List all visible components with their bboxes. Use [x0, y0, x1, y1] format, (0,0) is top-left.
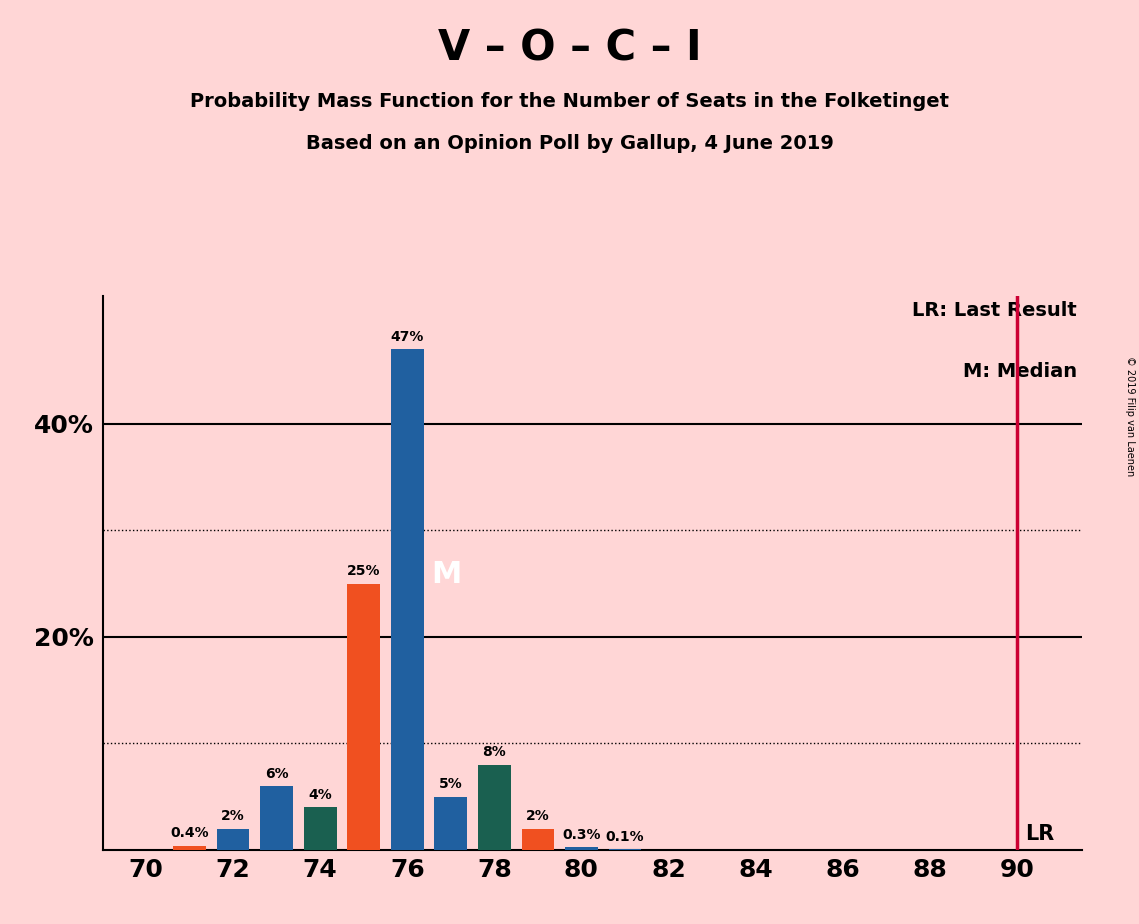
Text: © 2019 Filip van Laenen: © 2019 Filip van Laenen: [1125, 356, 1134, 476]
Bar: [391, 349, 424, 850]
Bar: [347, 584, 380, 850]
Text: 4%: 4%: [309, 788, 333, 802]
Text: 2%: 2%: [221, 809, 245, 823]
Bar: [608, 849, 641, 850]
Bar: [304, 808, 336, 850]
Text: 8%: 8%: [483, 746, 506, 760]
Text: Based on an Opinion Poll by Gallup, 4 June 2019: Based on an Opinion Poll by Gallup, 4 Ju…: [305, 134, 834, 153]
Bar: [522, 829, 555, 850]
Bar: [565, 847, 598, 850]
Bar: [478, 765, 510, 850]
Bar: [173, 845, 206, 850]
Bar: [434, 796, 467, 850]
Text: M: M: [432, 560, 461, 589]
Bar: [216, 829, 249, 850]
Text: M: Median: M: Median: [964, 362, 1077, 382]
Text: 25%: 25%: [347, 565, 380, 578]
Text: 5%: 5%: [439, 777, 462, 792]
Text: 2%: 2%: [526, 809, 550, 823]
Text: 6%: 6%: [265, 767, 288, 781]
Text: LR: LR: [1025, 824, 1055, 845]
Bar: [261, 786, 293, 850]
Text: 47%: 47%: [391, 330, 424, 344]
Text: Probability Mass Function for the Number of Seats in the Folketinget: Probability Mass Function for the Number…: [190, 92, 949, 112]
Text: V – O – C – I: V – O – C – I: [437, 28, 702, 69]
Text: 0.4%: 0.4%: [170, 826, 208, 841]
Text: 0.1%: 0.1%: [606, 830, 645, 844]
Text: LR: Last Result: LR: Last Result: [912, 301, 1077, 321]
Text: 0.3%: 0.3%: [563, 828, 600, 842]
